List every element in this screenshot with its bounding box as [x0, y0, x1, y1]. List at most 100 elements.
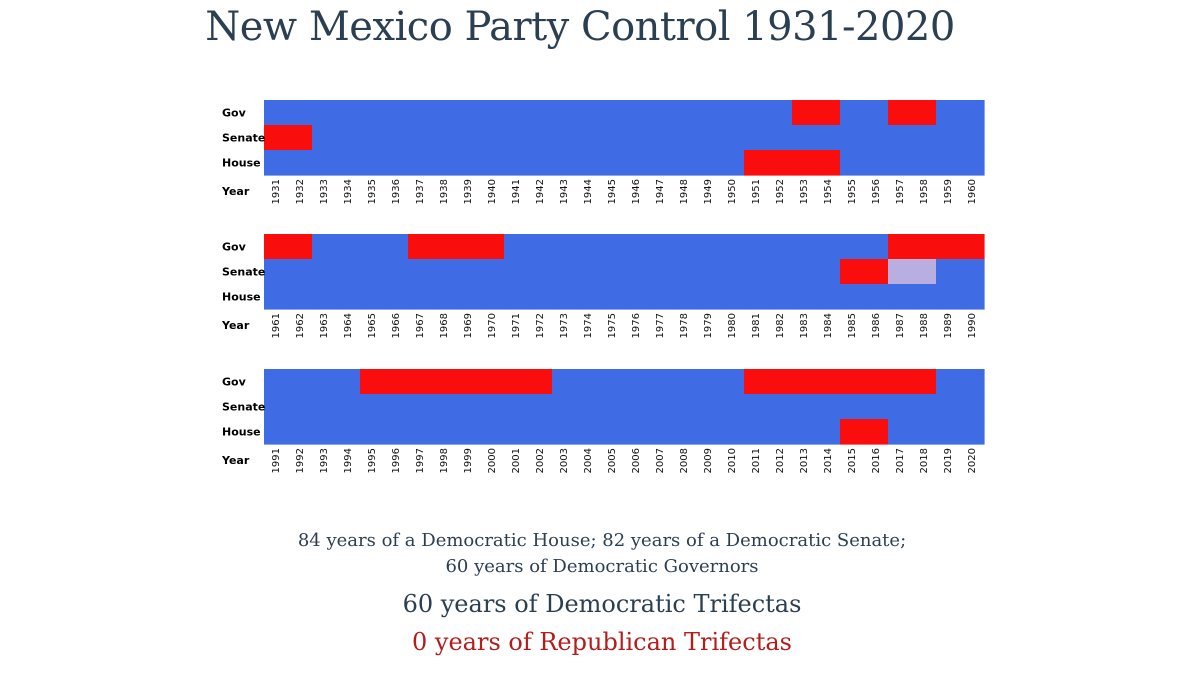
tick-label-1971: 1971: [511, 313, 522, 338]
cell-house-1934: [336, 150, 361, 176]
cell-senate-1979: [696, 259, 721, 285]
cell-senate-1935: [360, 125, 385, 151]
summary-rep-trifectas: 0 years of Republican Trifectas: [412, 628, 792, 656]
cell-senate-1956: [864, 125, 889, 151]
cell-senate-1946: [624, 125, 649, 151]
cell-house-1994: [336, 419, 361, 445]
cell-senate-1975: [600, 259, 625, 285]
cell-senate-1992: [288, 394, 313, 420]
cell-senate-2007: [648, 394, 673, 420]
cell-senate-1978: [672, 259, 697, 285]
cell-house-2005: [600, 419, 625, 445]
tick-label-2001: 2001: [511, 448, 522, 473]
year-axis-label: Year: [221, 319, 250, 332]
cell-house-1998: [432, 419, 457, 445]
tick-label-1981: 1981: [751, 313, 762, 338]
cell-senate-1953: [792, 125, 817, 151]
cell-gov-2020: [960, 369, 985, 395]
cell-gov-1962: [288, 234, 313, 260]
tick-label-1932: 1932: [295, 179, 306, 204]
summary-dem-trifectas: 60 years of Democratic Trifectas: [402, 590, 802, 618]
cell-senate-1981: [744, 259, 769, 285]
cell-senate-1971: [504, 259, 529, 285]
cell-gov-1965: [360, 234, 385, 260]
tick-label-2013: 2013: [799, 448, 810, 473]
cell-gov-1940: [480, 100, 505, 126]
cell-senate-1970: [480, 259, 505, 285]
cell-gov-1999: [456, 369, 481, 395]
cell-gov-1958: [912, 100, 937, 126]
cell-gov-1949: [696, 100, 721, 126]
cell-senate-1968: [432, 259, 457, 285]
cell-gov-1970: [480, 234, 505, 260]
tick-label-1992: 1992: [295, 448, 306, 473]
cell-house-1931: [264, 150, 289, 176]
cell-gov-1964: [336, 234, 361, 260]
cell-senate-1952: [768, 125, 793, 151]
tick-label-1976: 1976: [631, 313, 642, 338]
cell-house-1948: [672, 150, 697, 176]
cell-gov-1978: [672, 234, 697, 260]
tick-label-1967: 1967: [415, 313, 426, 338]
cell-gov-2000: [480, 369, 505, 395]
cell-senate-2009: [696, 394, 721, 420]
cell-gov-1944: [576, 100, 601, 126]
cell-gov-2010: [720, 369, 745, 395]
tick-label-2009: 2009: [703, 448, 714, 473]
tick-label-2005: 2005: [607, 448, 618, 473]
cell-gov-1998: [432, 369, 457, 395]
cell-house-1942: [528, 150, 553, 176]
tick-label-1969: 1969: [463, 313, 474, 338]
panel-1: Gov Senate House Year 1931 1932 1933 1934 1935 19…: [221, 100, 985, 204]
cell-house-1984: [816, 284, 841, 310]
cell-senate-1976: [624, 259, 649, 285]
tick-label-1974: 1974: [583, 313, 594, 338]
cell-house-1965: [360, 284, 385, 310]
cell-gov-1942: [528, 100, 553, 126]
cell-house-1979: [696, 284, 721, 310]
row-label-house: House: [222, 426, 261, 439]
tick-label-1949: 1949: [703, 179, 714, 204]
cell-senate-2020: [960, 394, 985, 420]
panel-2: Gov Senate House Year 1961 1962 1963 1964 1965 19…: [221, 234, 985, 338]
tick-label-1958: 1958: [919, 179, 930, 204]
cell-senate-1936: [384, 125, 409, 151]
cell-house-2015: [840, 419, 865, 445]
cell-house-2002: [528, 419, 553, 445]
cell-gov-1931: [264, 100, 289, 126]
cell-gov-1935: [360, 100, 385, 126]
page-title: New Mexico Party Control 1931-2020: [205, 4, 955, 50]
tick-label-1939: 1939: [463, 179, 474, 204]
cell-senate-1974: [576, 259, 601, 285]
cell-house-1988: [912, 284, 937, 310]
tick-label-1980: 1980: [727, 313, 738, 338]
cell-gov-1951: [744, 100, 769, 126]
cell-gov-1955: [840, 100, 865, 126]
tick-label-1933: 1933: [319, 179, 330, 204]
cell-gov-2007: [648, 369, 673, 395]
cell-gov-2014: [816, 369, 841, 395]
cell-senate-2012: [768, 394, 793, 420]
cell-house-1967: [408, 284, 433, 310]
cell-house-1947: [648, 150, 673, 176]
cell-house-1938: [432, 150, 457, 176]
cell-senate-1996: [384, 394, 409, 420]
cell-house-1973: [552, 284, 577, 310]
cell-senate-1993: [312, 394, 337, 420]
cell-gov-2013: [792, 369, 817, 395]
cell-house-1980: [720, 284, 745, 310]
cell-gov-1957: [888, 100, 913, 126]
cell-gov-1932: [288, 100, 313, 126]
cell-house-1997: [408, 419, 433, 445]
cell-senate-2013: [792, 394, 817, 420]
cell-senate-1965: [360, 259, 385, 285]
tick-label-1972: 1972: [535, 313, 546, 338]
cell-senate-2010: [720, 394, 745, 420]
panel-3: Gov Senate House Year 1991 1992 1993 1994 1995 19…: [221, 369, 985, 473]
cell-senate-1991: [264, 394, 289, 420]
cell-house-1992: [288, 419, 313, 445]
cell-house-1955: [840, 150, 865, 176]
tick-label-1985: 1985: [847, 313, 858, 338]
cell-senate-1964: [336, 259, 361, 285]
cell-house-2020: [960, 419, 985, 445]
